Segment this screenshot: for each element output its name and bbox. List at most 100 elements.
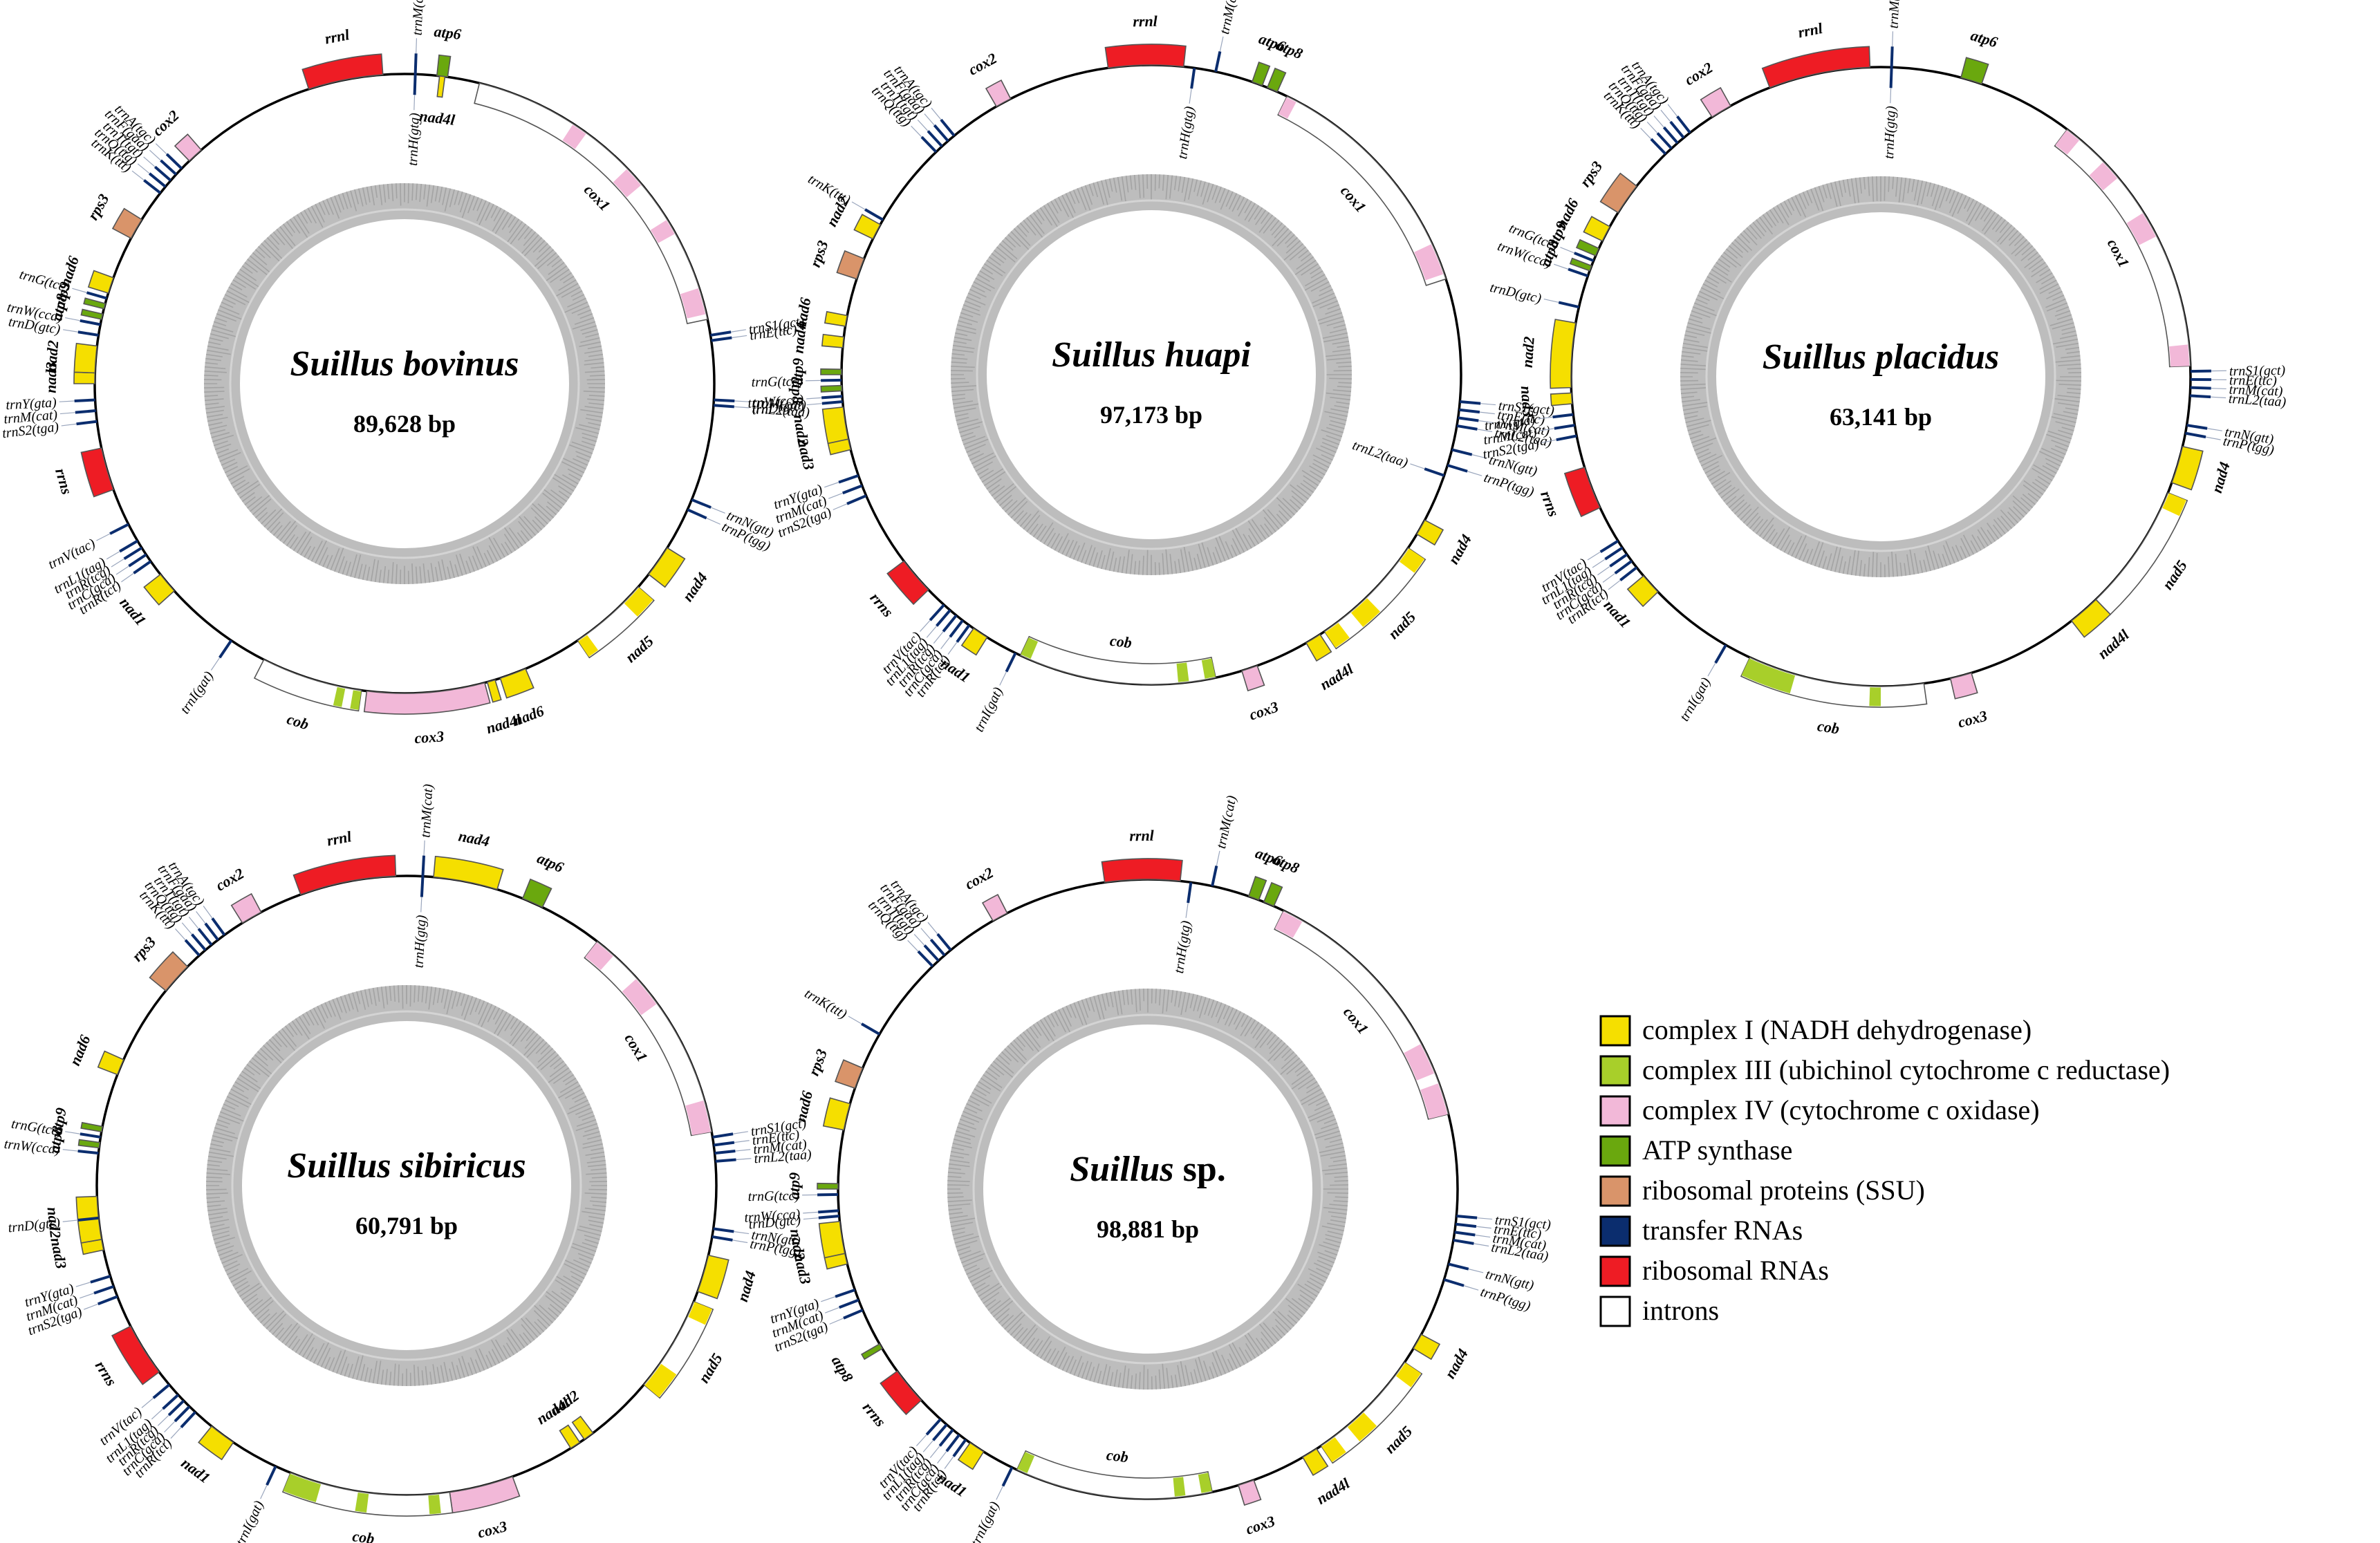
gene-label: cob [351,1527,375,1543]
legend: complex I (NADH dehydrogenase) complex II… [1599,1014,2170,1327]
map-sp: rrnlatp6atp8cox1nad4nad5nad4lcox3cobnad1… [744,794,1552,1543]
exon [613,169,642,198]
trna-trnS1gct: trnS1(gct) [2190,363,2286,379]
genus: Suillus [1052,335,1155,375]
exon [1173,1477,1186,1497]
exon [2055,130,2080,155]
gene-nad4l: nad4l [2070,599,2132,662]
exon [1347,1412,1377,1442]
gene-label: nad3 [1518,385,1537,418]
exon [650,220,675,243]
genus: Suillus [290,344,394,384]
gene-atp8: atp8 [788,376,843,404]
species: bovinus [403,344,519,384]
gc-texture [204,183,605,584]
exon [1201,658,1216,679]
exon [688,1302,712,1325]
legend-item-complex_III: complex III (ubichinol cytochrome c redu… [1599,1054,2170,1087]
gene-label: cob [1109,632,1133,651]
trna-label: trnG(tcc) [751,374,803,390]
exon [1017,1452,1035,1474]
exon [1869,687,1881,707]
species-title: Suillus placidus [1763,337,1999,377]
gc-texture [951,174,1352,575]
map-sibiricus: rrnl nad4atp6cox1nad4nad5nad2nad4lcox3cob… [3,783,812,1543]
gene-cob: cob [281,1472,454,1543]
gc-inner-line [1705,201,2056,552]
exon [622,979,657,1016]
gene-label: nad4 [790,321,810,355]
legend-item-complex_IV: complex IV (cytochrome c oxidase) [1599,1094,2040,1127]
gene-cox3: cox3 [363,682,491,747]
genus: Suillus [287,1146,391,1186]
legend-swatch [1599,1135,1631,1167]
species: sibiricus [400,1146,526,1186]
exon [428,1495,441,1515]
exon [283,1473,322,1503]
exon [1395,1363,1422,1387]
gene-nad2: nad2 [42,339,98,374]
legend-item-complex_I: complex I (NADH dehydrogenase) [1599,1014,2032,1047]
gene-nad3: nad3 [42,362,96,393]
gene-label: cob [1106,1446,1129,1466]
genome-size: 97,173 bp [1100,401,1202,429]
exon [333,686,346,707]
trna-label: trnG(tcc) [747,1188,799,1204]
legend-swatch [1599,1296,1631,1327]
gene-rrnl: rrnl [1101,827,1183,883]
species-title: Suillus bovinus [290,344,519,384]
gene-label: nad3 [42,362,60,393]
exon [2162,493,2186,516]
exon [355,1492,369,1513]
gene-label: atp9 [789,358,806,385]
gc-inner-line [229,208,580,559]
species: huapi [1165,335,1252,375]
trna-label: trnH(gtg) [1881,106,1899,160]
trna-trnMcat: trnM(cat) [1886,0,1903,68]
trna-label: trnM(cat) [2229,382,2283,400]
trna-trnL2taa: trnL2(taa) [2190,391,2287,410]
exon [680,288,706,319]
gene-label: nad2 [1518,336,1538,368]
trna-trnHgtg: trnH(gtg) [1881,67,1899,159]
exon [1399,548,1425,573]
exon [578,635,599,657]
species-title: Suillus sp. [1070,1150,1226,1189]
exon [1021,637,1039,660]
gene-cob: cob [1016,1446,1214,1499]
trna-label: trnH(gtg) [411,915,429,969]
gene-label: nad2 [44,1206,65,1240]
gene-cox1: cox1 [1274,910,1449,1120]
genus: Suillus [1763,337,1866,377]
gene-label: cox3 [414,727,445,747]
legend-label: introns [1642,1295,1719,1326]
gene-nad2: nad2 [1518,319,1577,389]
gene-cob: cob [1740,656,1928,738]
exon [585,942,613,971]
gc-texture [1680,176,2081,577]
gc-texture [206,985,607,1386]
trna-trnMcat: trnM(cat) [418,783,436,877]
gene-label: atp6 [433,23,462,44]
trna-label: trnH(gtg) [405,113,422,167]
exon [1198,1472,1212,1493]
gene-rrnl: rrnl [1104,12,1187,69]
exon [1414,244,1444,281]
trna-trnMcat: trnM(cat) [2190,382,2283,400]
trna-trnEttc: trnE(ttc) [2190,373,2277,389]
gene-label: rrnl [1129,827,1155,845]
trna-label: trnE(ttc) [2229,373,2277,389]
legend-label: ribosomal proteins (SSU) [1642,1175,1925,1206]
gc-inner-line [231,1010,582,1361]
legend-item-ribosomal_protein: ribosomal proteins (SSU) [1599,1175,1925,1207]
legend-swatch [1599,1255,1631,1287]
exon [1404,1044,1434,1081]
legend-swatch [1599,1215,1631,1247]
gene-label: atp9 [785,1172,803,1199]
legend-swatch [1599,1015,1631,1047]
genus: Suillus [1070,1150,1173,1189]
species: sp. [1183,1150,1226,1189]
species-title: Suillus huapi [1052,335,1251,375]
